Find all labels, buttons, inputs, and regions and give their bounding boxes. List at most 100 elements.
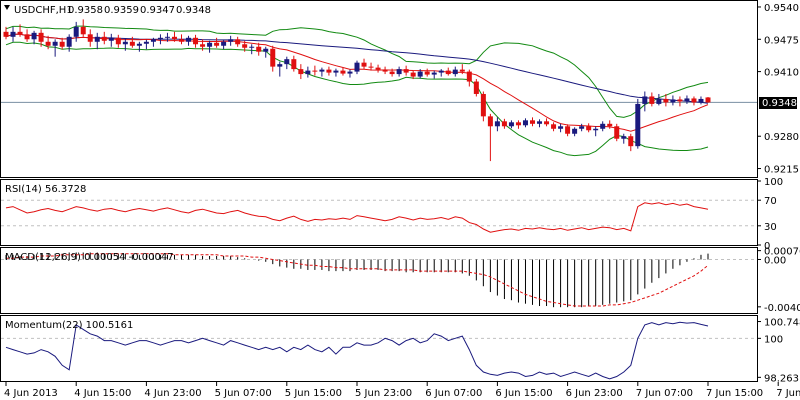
candle-body bbox=[705, 97, 711, 103]
candle-body bbox=[593, 128, 599, 131]
price-y-tick-label: 0.9540 bbox=[764, 3, 799, 14]
y-axes: 0.95400.94750.94100.92800.9215100703000.… bbox=[757, 3, 800, 384]
collapse-triangle-icon[interactable] bbox=[4, 5, 10, 10]
candle-body bbox=[607, 123, 613, 127]
candle-body bbox=[424, 71, 430, 75]
candle-body bbox=[354, 62, 360, 72]
ohlc-low: 0.9347 bbox=[140, 5, 175, 16]
candle-body bbox=[108, 37, 114, 41]
candle-body bbox=[684, 98, 690, 102]
candles bbox=[3, 19, 711, 162]
candle-body bbox=[221, 41, 227, 46]
candle-body bbox=[101, 36, 107, 41]
candle-body bbox=[179, 39, 184, 42]
upper-band-line bbox=[5, 25, 709, 118]
candle-body bbox=[284, 59, 290, 65]
candle-body bbox=[200, 44, 206, 47]
bollinger-bands bbox=[5, 25, 709, 157]
candle-body bbox=[122, 41, 128, 45]
candle-body bbox=[298, 69, 304, 75]
x-tick-label: 7 Jun 07:00 bbox=[636, 388, 693, 399]
price-panel bbox=[0, 0, 758, 178]
macd-y-tick-label: -0.00407 bbox=[764, 303, 800, 314]
candle-body bbox=[3, 31, 9, 37]
momentum-panel bbox=[0, 315, 758, 382]
ohlc-high: 0.9359 bbox=[104, 5, 139, 16]
candle-body bbox=[544, 121, 550, 125]
candle-body bbox=[115, 37, 121, 45]
candle-body bbox=[698, 98, 704, 103]
candle-body bbox=[375, 67, 381, 70]
candle-body bbox=[80, 26, 86, 35]
candle-body bbox=[73, 26, 79, 37]
candle-body bbox=[663, 98, 669, 103]
candle-body bbox=[368, 66, 374, 68]
candle-body bbox=[635, 103, 641, 147]
x-tick-label: 4 Jun 15:00 bbox=[74, 388, 131, 399]
x-axis: 4 Jun 2013 4 Jun 15:00 4 Jun 23:00 5 Jun 07… bbox=[4, 382, 800, 399]
candle-body bbox=[551, 124, 557, 129]
candle-body bbox=[312, 70, 318, 72]
candle-body bbox=[186, 37, 192, 42]
candle-body bbox=[614, 126, 620, 139]
candle-body bbox=[621, 136, 627, 139]
candle-body bbox=[164, 36, 170, 38]
candle-body bbox=[628, 136, 634, 147]
candle-body bbox=[515, 122, 521, 126]
candle-body bbox=[431, 72, 437, 75]
candle-body bbox=[333, 70, 339, 73]
candle-body bbox=[157, 37, 163, 40]
macd-title: MACD(12,26,9) 0.00054 -0.00047 bbox=[5, 252, 174, 263]
candle-body bbox=[508, 122, 514, 127]
candle-body bbox=[10, 31, 16, 37]
candle-body bbox=[136, 43, 142, 46]
x-tick-label: 5 Jun 07:00 bbox=[215, 388, 272, 399]
candle-body bbox=[52, 41, 58, 46]
rsi-line bbox=[5, 202, 709, 233]
momentum-y-tick-label: 100 bbox=[764, 334, 783, 345]
candle-body bbox=[656, 98, 662, 104]
candle-body bbox=[24, 34, 30, 40]
candle-body bbox=[558, 126, 564, 129]
candle-body bbox=[270, 48, 276, 67]
candle-body bbox=[452, 69, 458, 75]
candle-body bbox=[600, 123, 606, 129]
candle-body bbox=[242, 44, 248, 48]
momentum-y-tick-label: 100.7481 bbox=[764, 318, 800, 329]
candle-body bbox=[417, 71, 423, 77]
candle-body bbox=[473, 81, 479, 94]
candle-body bbox=[572, 128, 578, 134]
momentum-line bbox=[5, 321, 709, 380]
candle-body bbox=[291, 59, 297, 70]
ohlc-open: 0.9358 bbox=[68, 5, 103, 16]
x-tick-label: 6 Jun 15:00 bbox=[495, 388, 552, 399]
candle-body bbox=[143, 41, 149, 44]
candle-body bbox=[347, 71, 353, 74]
candle-body bbox=[459, 69, 465, 72]
candle-body bbox=[38, 32, 44, 42]
rsi-panel bbox=[0, 179, 758, 246]
candle-body bbox=[389, 71, 395, 75]
candle-body bbox=[522, 120, 528, 126]
x-tick-label: 4 Jun 23:00 bbox=[144, 388, 201, 399]
candle-body bbox=[530, 120, 535, 124]
candle-body bbox=[501, 121, 507, 127]
candle-body bbox=[207, 42, 213, 47]
current-price-badge bbox=[759, 97, 797, 109]
candle-body bbox=[480, 93, 486, 117]
macd-panel bbox=[0, 247, 758, 314]
candle-body bbox=[214, 42, 220, 46]
candle-body bbox=[305, 70, 311, 75]
candle-body bbox=[579, 126, 585, 129]
candle-body bbox=[228, 39, 234, 42]
candle-body bbox=[403, 69, 409, 73]
candle-body bbox=[586, 126, 592, 131]
candle-body bbox=[649, 96, 655, 104]
candle-body bbox=[17, 31, 23, 35]
candle-body bbox=[66, 36, 72, 47]
candle-body bbox=[326, 69, 332, 73]
momentum-series bbox=[1, 321, 757, 380]
candle-body bbox=[263, 48, 269, 52]
x-tick-label: 5 Jun 15:00 bbox=[285, 388, 342, 399]
